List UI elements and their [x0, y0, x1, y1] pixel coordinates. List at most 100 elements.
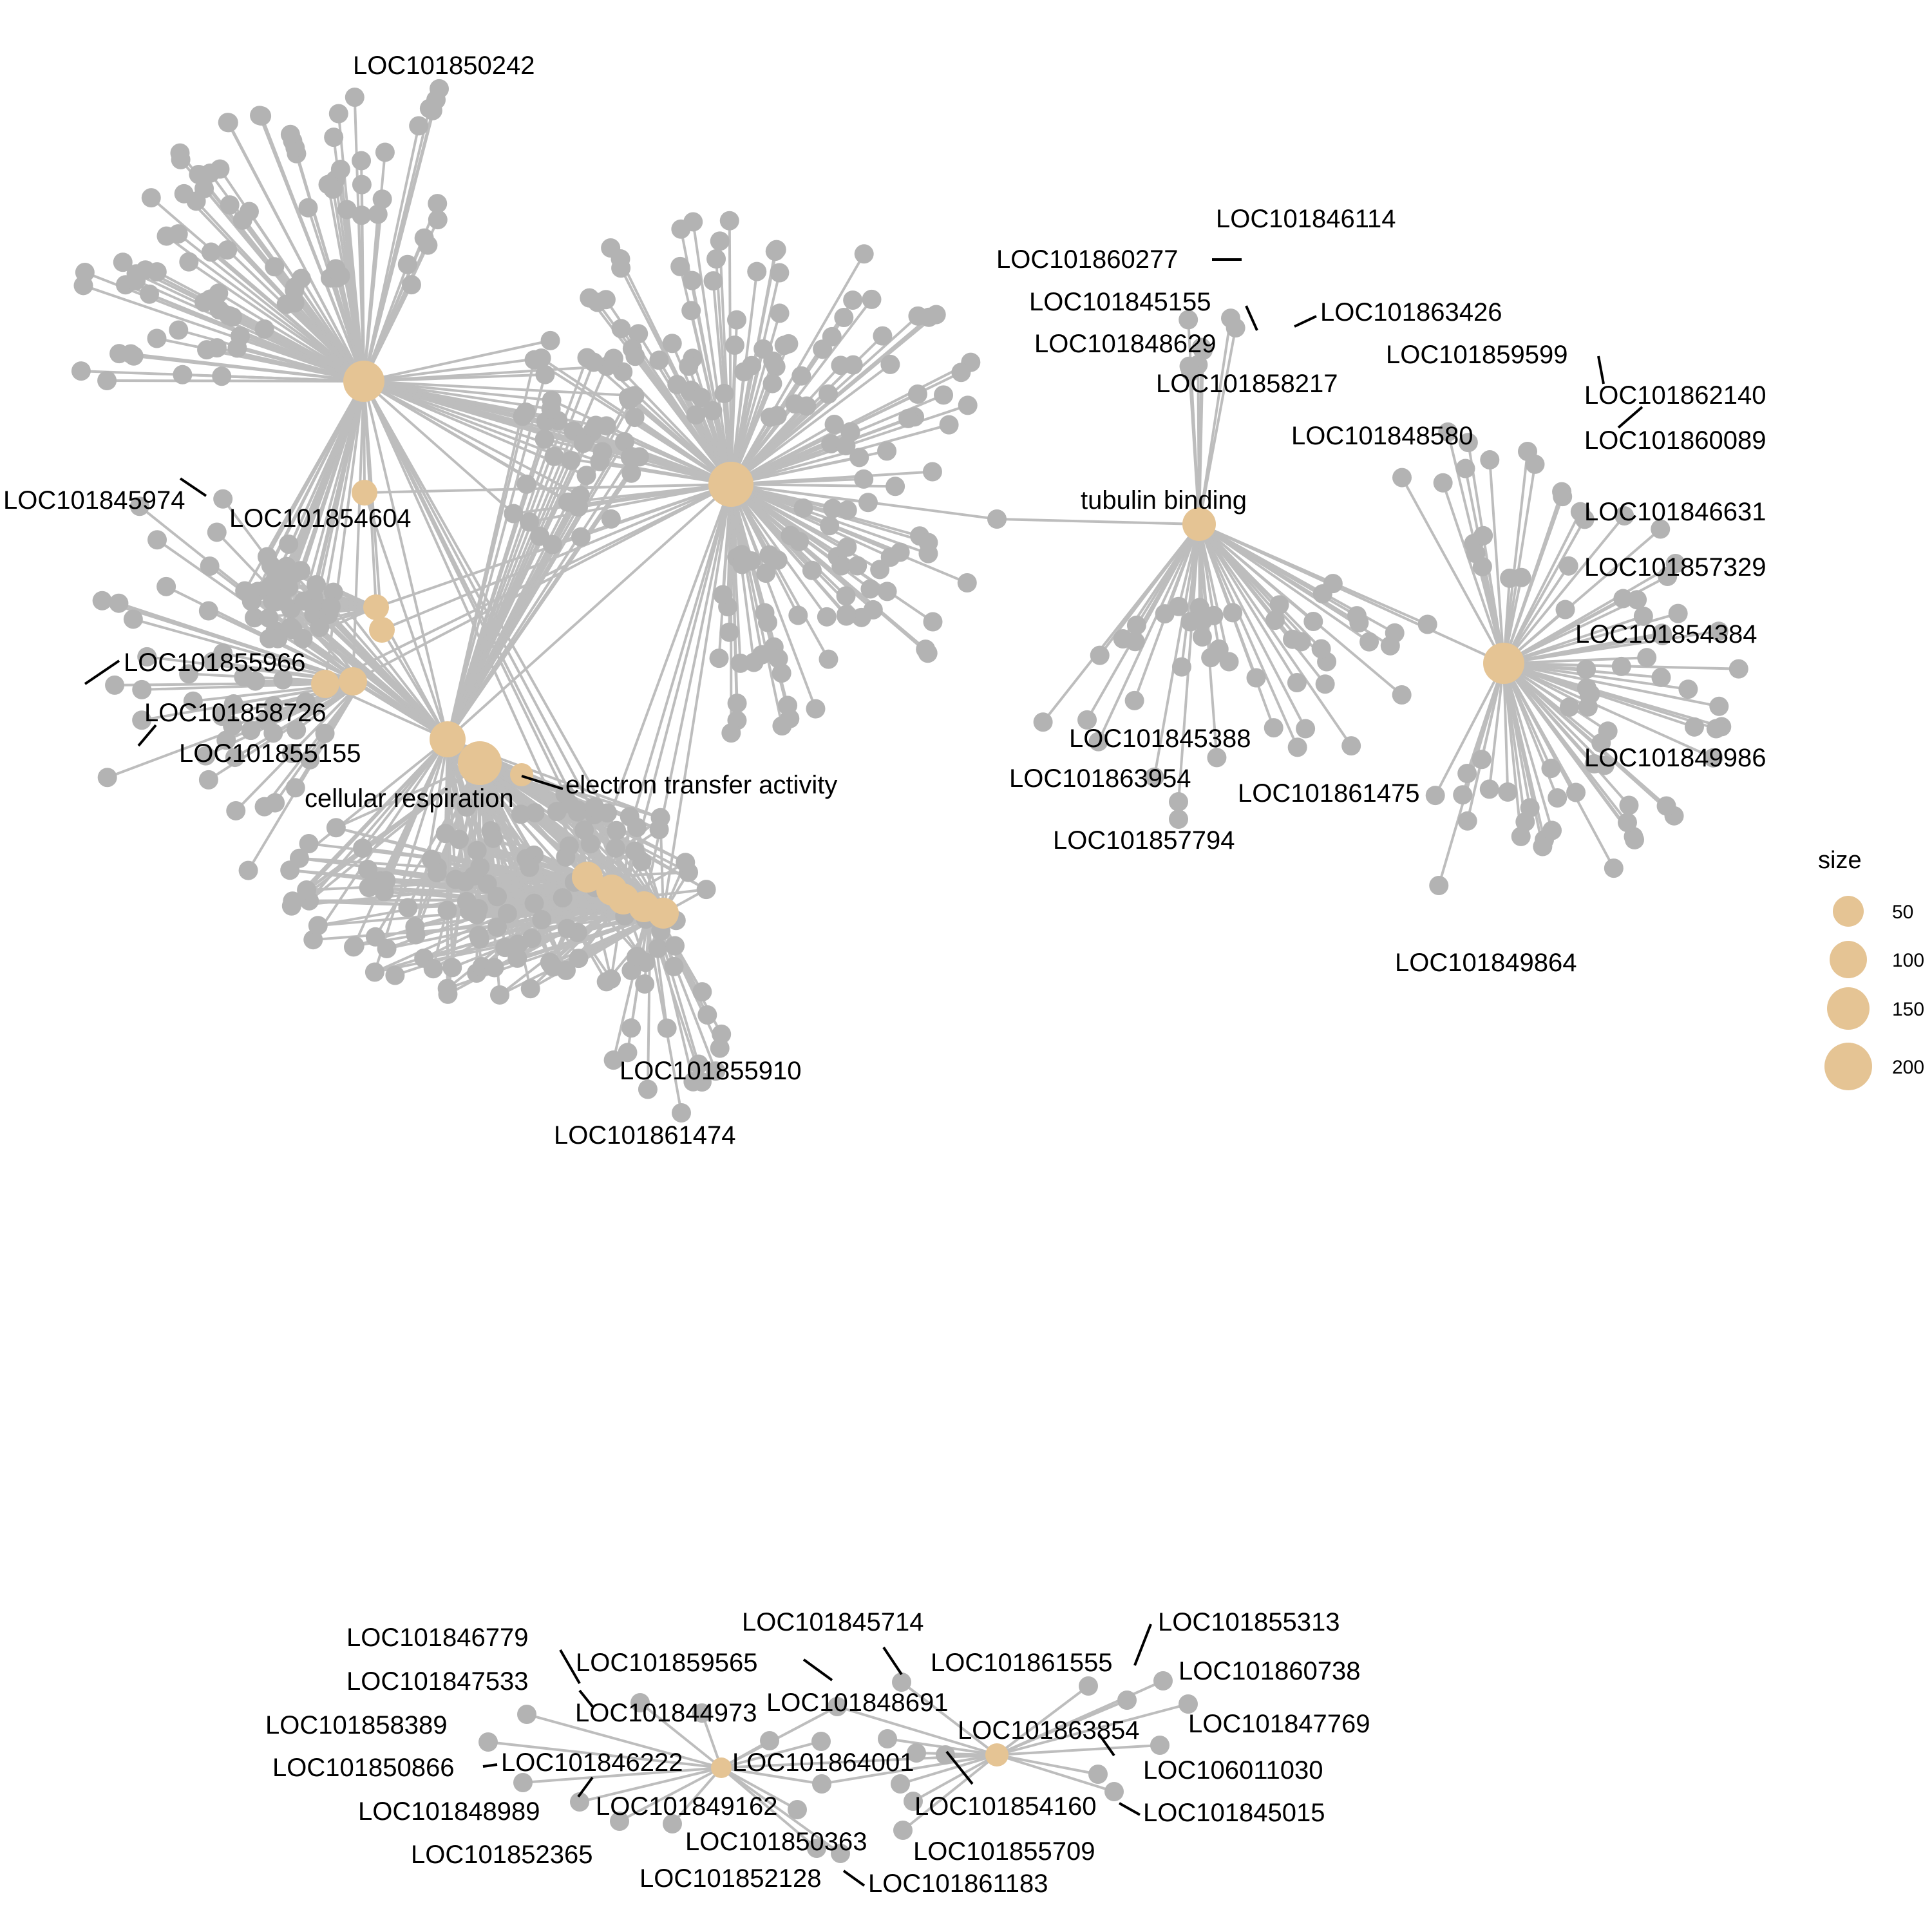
gene-node — [613, 362, 633, 382]
gene-label: LOC101845714 — [742, 1608, 923, 1636]
gene-label: LOC101860277 — [996, 245, 1178, 274]
edge — [1502, 663, 1510, 792]
edge — [446, 483, 732, 741]
edge — [234, 681, 362, 759]
edge — [1502, 662, 1630, 806]
gene-node — [540, 330, 560, 350]
gene-node — [209, 283, 229, 303]
gene-node — [559, 836, 579, 856]
edge — [488, 1741, 722, 1769]
gene-node — [1709, 696, 1729, 716]
gene-node — [607, 820, 627, 840]
gene-node — [179, 252, 199, 272]
gene-node — [891, 1774, 910, 1794]
edge — [1503, 662, 1719, 708]
leader-line — [945, 1750, 974, 1785]
gene-node — [1457, 764, 1477, 784]
gene-node — [758, 612, 778, 632]
gene-node — [1155, 604, 1175, 624]
gene-node — [428, 194, 448, 214]
gene-node — [858, 493, 878, 513]
gene-node — [1179, 1694, 1198, 1714]
gene-node — [197, 340, 217, 360]
gene-node — [840, 422, 860, 442]
gene-label: LOC101846631 — [1584, 498, 1766, 526]
gene-node — [1088, 1765, 1108, 1784]
edge — [730, 298, 873, 486]
gene-node — [256, 710, 276, 730]
leader-line — [882, 1646, 903, 1676]
gene-node — [1269, 595, 1289, 615]
gene-node — [823, 498, 843, 518]
gene-node — [1651, 667, 1671, 687]
gene-node — [330, 266, 350, 286]
edge — [363, 381, 383, 630]
gene-node — [156, 576, 176, 596]
gene-node — [807, 1839, 826, 1858]
labels-layer: LOC101850242 LOC101845974 LOC101854604 L… — [3, 52, 1766, 1898]
gene-node — [307, 575, 327, 595]
gene-node — [1533, 837, 1553, 857]
gene-node — [767, 406, 787, 426]
gene-node — [662, 334, 682, 354]
edge — [1502, 663, 1527, 822]
legend-swatch-150 — [1827, 987, 1870, 1030]
gene-node — [437, 978, 457, 998]
gene-node — [207, 522, 227, 542]
gene-label: LOC101855910 — [620, 1057, 801, 1085]
gene-node — [308, 916, 328, 936]
gene-label: LOC101845388 — [1069, 724, 1251, 753]
gene-node — [121, 344, 141, 364]
edge — [183, 193, 365, 383]
gene-label: LOC101859565 — [576, 1649, 757, 1677]
edge — [363, 380, 551, 411]
gene-node — [603, 1050, 623, 1070]
gene-node — [1525, 454, 1545, 474]
edge — [1133, 524, 1200, 643]
gene-node — [806, 699, 826, 719]
gene-node — [854, 469, 874, 489]
edge — [263, 681, 362, 808]
edge — [363, 373, 545, 383]
gene-node — [97, 768, 117, 788]
gene-label: LOC101845155 — [1029, 288, 1211, 316]
gene-node — [201, 242, 221, 262]
edge — [218, 292, 365, 383]
gene-node — [813, 339, 833, 359]
gene-node — [423, 959, 443, 979]
edge — [1502, 515, 1625, 665]
edge — [900, 1681, 998, 1756]
term-node — [1483, 643, 1524, 684]
gene-node — [618, 1043, 638, 1063]
edge — [188, 260, 365, 383]
gene-label: LOC101852128 — [639, 1864, 821, 1893]
gene-node — [1559, 697, 1579, 717]
term-label: tubulin binding — [1081, 486, 1247, 515]
gene-node — [337, 200, 357, 220]
gene-node — [630, 1693, 650, 1712]
gene-node — [752, 645, 772, 665]
gene-node — [516, 474, 536, 494]
gene-node — [821, 434, 841, 454]
edge — [227, 122, 365, 382]
gene-node — [1246, 668, 1266, 688]
gene-node — [719, 211, 739, 231]
gene-node — [174, 184, 194, 204]
gene-node — [385, 965, 405, 985]
gene-label: LOC106011030 — [1143, 1756, 1323, 1785]
gene-node — [649, 820, 669, 840]
edge — [361, 738, 449, 849]
gene-node — [1287, 737, 1307, 757]
gene-node — [824, 414, 844, 434]
gene-node — [345, 87, 365, 107]
gene-node — [1347, 606, 1367, 626]
gene-node — [522, 929, 542, 949]
gene-label: LOC101854384 — [1575, 620, 1757, 649]
gene-label: LOC101849864 — [1395, 949, 1577, 977]
edge — [720, 1766, 842, 1855]
gene-node — [714, 384, 734, 404]
edge — [662, 484, 732, 914]
gene-node — [557, 918, 577, 938]
gene-node — [762, 374, 782, 393]
edge — [1198, 523, 1352, 747]
